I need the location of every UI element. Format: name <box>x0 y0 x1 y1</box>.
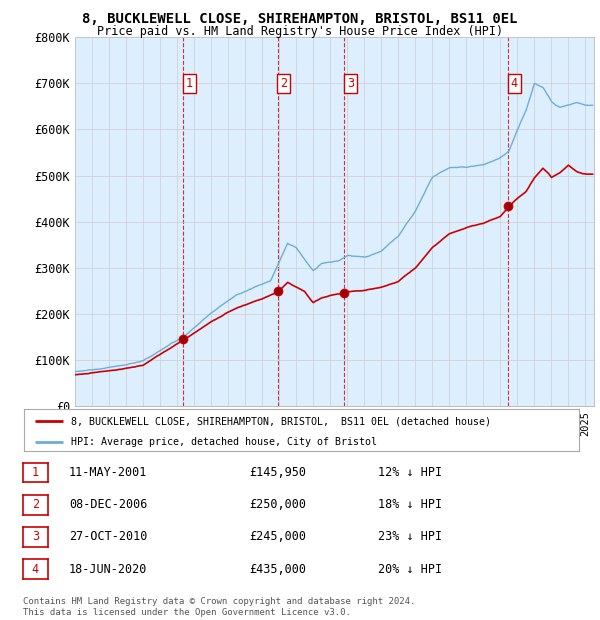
Text: 2: 2 <box>32 498 39 511</box>
Text: 8, BUCKLEWELL CLOSE, SHIREHAMPTON, BRISTOL, BS11 0EL: 8, BUCKLEWELL CLOSE, SHIREHAMPTON, BRIST… <box>82 12 518 27</box>
Text: 12% ↓ HPI: 12% ↓ HPI <box>378 466 442 479</box>
Text: £250,000: £250,000 <box>249 498 306 511</box>
Text: 11-MAY-2001: 11-MAY-2001 <box>69 466 148 479</box>
Text: 20% ↓ HPI: 20% ↓ HPI <box>378 563 442 575</box>
Text: 18-JUN-2020: 18-JUN-2020 <box>69 563 148 575</box>
Text: 3: 3 <box>32 531 39 543</box>
Text: 08-DEC-2006: 08-DEC-2006 <box>69 498 148 511</box>
Text: 27-OCT-2010: 27-OCT-2010 <box>69 531 148 543</box>
Text: £145,950: £145,950 <box>249 466 306 479</box>
Text: £245,000: £245,000 <box>249 531 306 543</box>
Text: £435,000: £435,000 <box>249 563 306 575</box>
Text: 18% ↓ HPI: 18% ↓ HPI <box>378 498 442 511</box>
Text: 4: 4 <box>511 77 518 90</box>
Text: 1: 1 <box>186 77 193 90</box>
Text: Price paid vs. HM Land Registry's House Price Index (HPI): Price paid vs. HM Land Registry's House … <box>97 25 503 38</box>
Text: HPI: Average price, detached house, City of Bristol: HPI: Average price, detached house, City… <box>71 437 377 447</box>
Text: Contains HM Land Registry data © Crown copyright and database right 2024.
This d: Contains HM Land Registry data © Crown c… <box>23 598 415 617</box>
Text: 3: 3 <box>347 77 354 90</box>
Text: 2: 2 <box>280 77 287 90</box>
Text: 23% ↓ HPI: 23% ↓ HPI <box>378 531 442 543</box>
Text: 8, BUCKLEWELL CLOSE, SHIREHAMPTON, BRISTOL,  BS11 0EL (detached house): 8, BUCKLEWELL CLOSE, SHIREHAMPTON, BRIST… <box>71 416 491 426</box>
Text: 4: 4 <box>32 563 39 575</box>
Text: 1: 1 <box>32 466 39 479</box>
